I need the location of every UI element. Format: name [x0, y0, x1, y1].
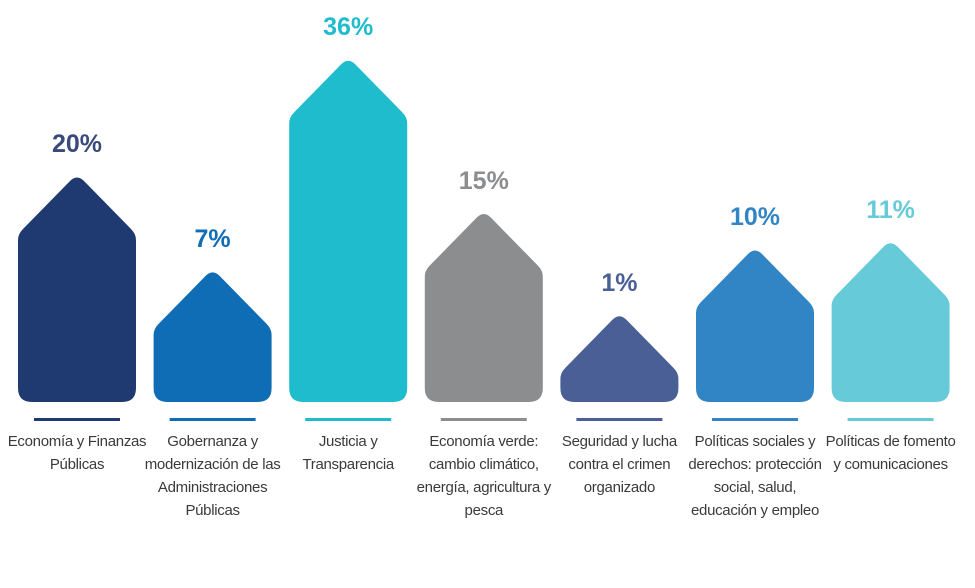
underline [712, 418, 798, 421]
underline [847, 418, 934, 421]
underline [440, 418, 527, 421]
value-label: 7% [194, 224, 231, 253]
category-label: Políticas de fomento y comunicaciones [825, 433, 956, 473]
bar [424, 214, 543, 402]
category-label: Gobernanza y modernización de las Admini… [144, 433, 281, 519]
bar [831, 243, 950, 402]
value-label: 20% [51, 130, 103, 158]
bar [560, 316, 679, 402]
category-label: Seguridad y lucha contra el crimen organ… [561, 433, 677, 496]
underline [305, 418, 392, 421]
underline [576, 418, 663, 421]
value-label: 11% [866, 195, 915, 224]
bar [153, 272, 272, 402]
category-label: Economía y Finanzas Públicas [7, 433, 147, 473]
bar [696, 250, 814, 402]
value-label: 15% [458, 166, 509, 195]
underline [169, 418, 256, 421]
category-label: Justicia y Transparencia [302, 433, 394, 473]
underline [34, 418, 120, 421]
category-label: Políticas sociales y derechos: protecció… [688, 433, 822, 519]
bar [18, 177, 136, 402]
value-label: 10% [729, 203, 781, 231]
value-label: 1% [601, 268, 638, 297]
bar [289, 60, 408, 402]
category-label: Economía verde: cambio climático, energí… [416, 433, 552, 519]
value-label: 36% [323, 13, 374, 42]
